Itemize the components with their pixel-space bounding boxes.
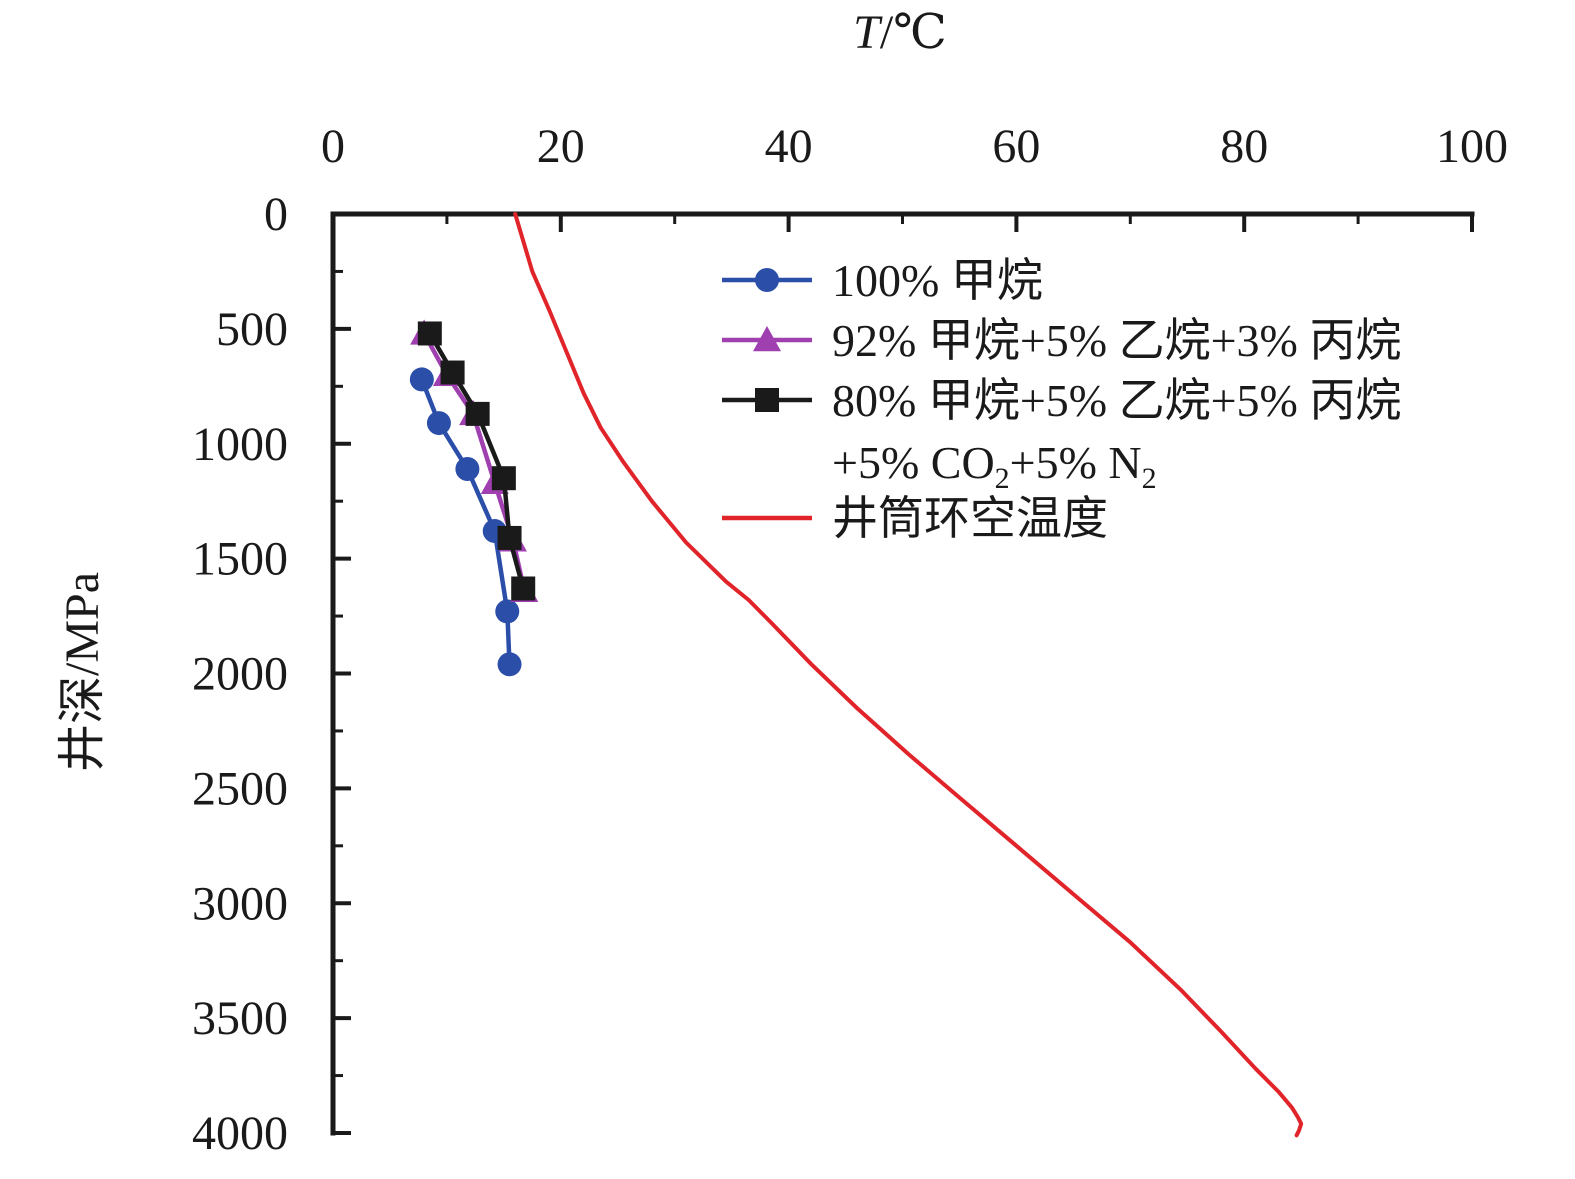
legend-text-part: +5% CO (832, 437, 995, 488)
y-tick-label: 4000 (192, 1107, 288, 1160)
data-point (495, 599, 520, 624)
series-annulus-temp (513, 212, 1304, 1138)
x-tick-label: 0 (321, 120, 345, 173)
legend-swatch-marker (753, 326, 781, 352)
data-point (497, 525, 522, 550)
legend-label: 80% 甲烷+5% 乙烷+5% 丙烷 (832, 375, 1401, 426)
x-tick-label: 20 (537, 120, 585, 173)
data-point (497, 652, 522, 677)
y-tick-label: 2500 (192, 762, 288, 815)
legend-label: 井筒环空温度 (832, 493, 1108, 544)
legend-label-continued: +5% CO2+5% N2 (832, 437, 1157, 495)
x-axis-title: T/℃ (853, 6, 947, 59)
y-axis-title: 井深/MPa (56, 572, 109, 772)
data-point (440, 360, 465, 385)
legend-item: 井筒环空温度 (722, 493, 1108, 544)
series-layer (409, 212, 1304, 1138)
legend-subscript: 2 (1142, 462, 1157, 495)
legend-swatch-marker (755, 388, 779, 412)
x-axis-unit: /℃ (880, 6, 947, 59)
data-point (426, 411, 451, 436)
x-tick-label: 100 (1436, 120, 1508, 173)
x-tick-label: 40 (765, 120, 813, 173)
legend-label: 100% 甲烷 (832, 255, 1043, 306)
data-point (465, 401, 490, 426)
series-methane-100 (409, 367, 522, 677)
y-tick-label: 1000 (192, 418, 288, 471)
legend-label: 92% 甲烷+5% 乙烷+3% 丙烷 (832, 315, 1401, 366)
data-point (409, 367, 434, 392)
legend: 100% 甲烷 92% 甲烷+5% 乙烷+3% 丙烷 80% 甲烷+5% 乙烷+5%… (722, 255, 1401, 544)
y-tick-label: 500 (216, 303, 288, 356)
y-tick-label: 3000 (192, 877, 288, 930)
series-line (513, 212, 1304, 1138)
y-tick-label: 3500 (192, 992, 288, 1045)
series-mix-80 (417, 321, 536, 601)
x-axis-var: T (853, 6, 883, 59)
data-point (455, 457, 480, 482)
data-point (511, 576, 536, 601)
legend-item: 92% 甲烷+5% 乙烷+3% 丙烷 (722, 315, 1401, 366)
legend-item: 100% 甲烷 (722, 255, 1043, 306)
y-tick-label: 1500 (192, 533, 288, 586)
x-tick-label: 60 (992, 120, 1040, 173)
x-tick-label: 80 (1220, 120, 1268, 173)
legend-item: 80% 甲烷+5% 乙烷+5% 丙烷 (722, 375, 1401, 426)
legend-text-part: +5% N (1010, 437, 1142, 488)
y-tick-label: 2000 (192, 648, 288, 701)
legend-subscript: 2 (995, 462, 1010, 495)
data-point (491, 466, 516, 491)
axes: 0 20 40 60 80 1000500100015002000250030003500… (192, 120, 1508, 1160)
y-tick-label: 0 (264, 188, 288, 241)
data-point (417, 321, 442, 346)
legend-swatch-marker (755, 268, 779, 292)
